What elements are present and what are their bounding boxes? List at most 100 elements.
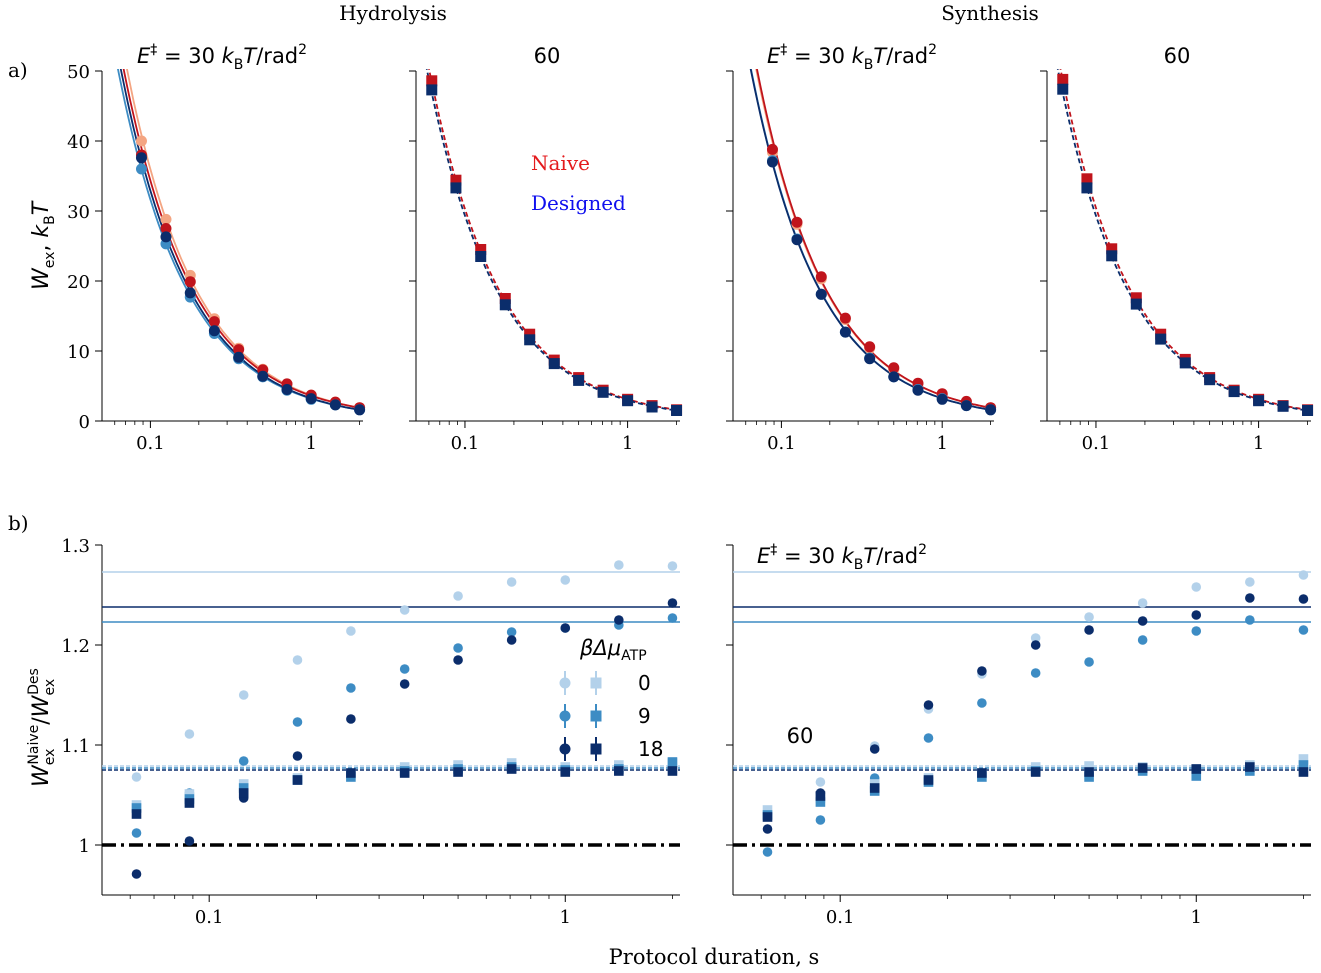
data-point <box>1204 374 1216 386</box>
data-point <box>888 362 900 374</box>
data-point <box>671 405 683 416</box>
curves <box>425 69 680 412</box>
data-point <box>1298 767 1309 777</box>
data-point <box>160 223 172 234</box>
data-point <box>614 766 624 776</box>
data-point <box>354 404 366 416</box>
series-designed-18-square <box>762 762 1309 822</box>
series-designed-dark-circle <box>135 152 366 416</box>
data-point <box>135 135 147 147</box>
data-point <box>766 156 778 168</box>
data-point <box>160 213 172 225</box>
panel-label-b: b) <box>8 511 29 535</box>
barrier-60-a-synthesis: 60 <box>1164 44 1191 68</box>
legend-square-marker <box>590 710 602 722</box>
x-tick-label: 1 <box>1191 907 1202 928</box>
data-point <box>1277 400 1289 412</box>
curves <box>1056 69 1311 412</box>
x-tick-label: 0.1 <box>826 907 855 928</box>
data-point <box>1298 760 1309 770</box>
data-point <box>1057 83 1069 95</box>
axes-a-synthesis-60: 0.1 1 <box>1040 69 1314 454</box>
series-naive-dark-circle <box>766 143 997 414</box>
data-point <box>426 75 438 87</box>
data-point <box>238 788 249 798</box>
data-point <box>1084 625 1094 635</box>
data-point <box>560 623 571 633</box>
data-point <box>1245 615 1255 625</box>
data-point <box>839 326 851 338</box>
legend-square-marker <box>590 743 602 755</box>
data-point <box>1245 762 1255 772</box>
series-designed-9-circle <box>762 615 1309 857</box>
data-point <box>131 803 142 813</box>
data-point <box>346 768 356 778</box>
data-point <box>1084 772 1094 782</box>
data-point <box>233 344 245 356</box>
y-tick-label: 50 <box>67 62 90 83</box>
data-point <box>1155 333 1167 345</box>
data-point <box>762 824 773 834</box>
y-tick-label: 30 <box>67 202 90 223</box>
data-point <box>1081 173 1093 185</box>
data-point <box>923 733 934 743</box>
data-point <box>131 828 142 838</box>
data-point <box>1191 764 1202 774</box>
data-point <box>791 234 803 246</box>
data-point <box>257 370 269 382</box>
data-point <box>399 679 410 689</box>
data-point <box>292 717 303 727</box>
data-point <box>499 293 511 304</box>
data-point <box>524 334 536 346</box>
series-designed-0-square <box>762 754 1309 815</box>
legend-circle-marker <box>559 677 571 689</box>
data-point <box>1130 292 1142 304</box>
legend-b-entry: 18 <box>559 737 663 761</box>
legend-circle-marker <box>559 743 571 755</box>
legend-b-entry: 0 <box>559 671 651 695</box>
data-point <box>1191 626 1202 636</box>
data-point <box>560 767 571 777</box>
y-tick-label: 10 <box>67 342 90 363</box>
x-tick-label: 1 <box>560 907 571 928</box>
series-designed-mid-circle <box>766 155 997 416</box>
data-point <box>292 775 303 785</box>
data-point <box>667 757 678 767</box>
legend-b-label: 0 <box>638 671 651 695</box>
y-tick-label: 1.1 <box>61 736 90 757</box>
data-point <box>399 664 410 674</box>
data-point <box>667 598 678 608</box>
legend-naive: Naive <box>531 151 590 175</box>
data-point <box>1298 594 1309 604</box>
data-point <box>1137 763 1148 773</box>
y-tick-label: 20 <box>67 272 90 293</box>
fit-curve <box>756 69 994 410</box>
x-tick-label: 0.1 <box>1082 433 1111 454</box>
data-point <box>453 643 463 653</box>
x-tick-label: 1 <box>1253 433 1264 454</box>
data-point <box>305 393 317 405</box>
axes-a-hydrolysis-60: 0.1 1 <box>409 69 683 454</box>
data-point <box>977 698 987 708</box>
legend-b-label: 9 <box>638 704 651 728</box>
legend-designed: Designed <box>531 191 626 215</box>
data-point <box>762 805 773 815</box>
data-point <box>131 809 142 819</box>
data-point <box>1245 593 1255 603</box>
data-point <box>453 591 463 601</box>
legend-square-marker <box>590 677 602 689</box>
data-point <box>1081 182 1093 194</box>
data-point <box>135 152 147 164</box>
data-point <box>1191 582 1202 592</box>
data-point <box>622 395 634 407</box>
data-point <box>839 312 851 324</box>
data-point <box>762 812 773 822</box>
axes-b-hydrolysis: 0.1 1 1 1.1 1.2 1.3 <box>61 536 680 928</box>
data-point <box>815 777 826 787</box>
data-point <box>184 276 196 288</box>
fit-curve <box>425 69 680 412</box>
panel-label-a: a) <box>8 58 28 82</box>
data-point <box>864 353 876 365</box>
fit-curve <box>428 69 680 412</box>
